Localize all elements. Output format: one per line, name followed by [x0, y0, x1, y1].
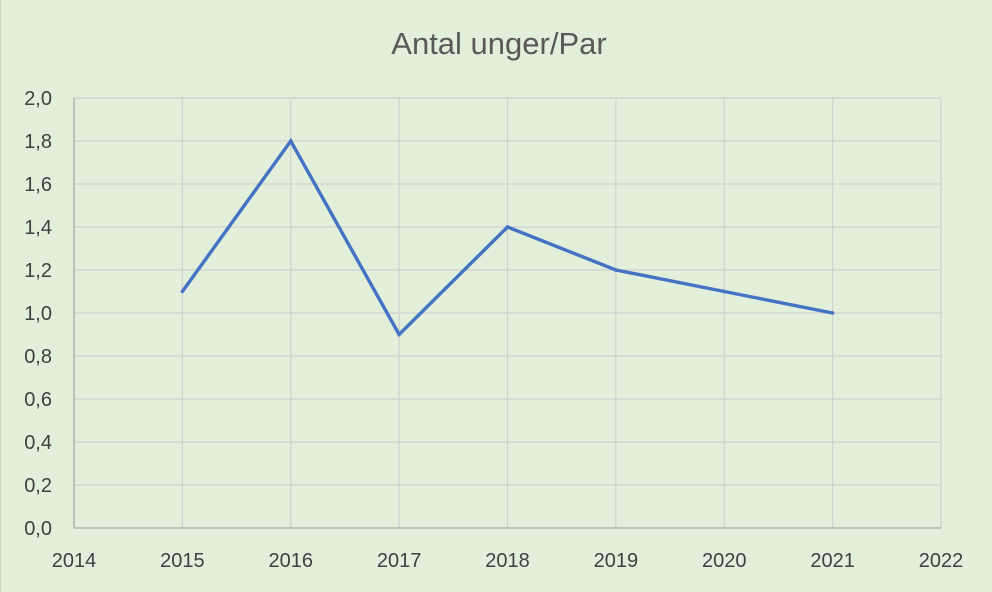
y-tick-label: 1,0: [24, 303, 52, 325]
x-tick-label: 2021: [810, 550, 855, 572]
x-tick-label: 2016: [269, 550, 314, 572]
y-tick-labels: 0,0 0,2 0,4 0,6 0,8 1,0 1,2 1,4 1,6 1,8 2,0: [24, 88, 52, 540]
x-tick-label: 2017: [377, 550, 422, 572]
data-point: [505, 225, 510, 229]
y-tick-label: 1,6: [24, 174, 52, 196]
chart-title: Antal unger/Par: [391, 26, 606, 61]
y-tick-label: 0,6: [24, 389, 52, 411]
x-tick-label: 2020: [702, 550, 747, 572]
data-point: [180, 289, 185, 294]
x-tick-labels: 2014 2015 2016 2017 2018 2019 2020 2021 2022: [52, 550, 964, 572]
x-tick-label: 2014: [52, 550, 97, 572]
axes: [73, 98, 941, 529]
data-point: [397, 332, 401, 337]
data-point: [289, 139, 293, 143]
x-tick-label: 2015: [160, 550, 205, 572]
gridlines: [74, 97, 942, 528]
x-tick-label: 2019: [594, 550, 639, 572]
x-tick-label: 2018: [485, 550, 530, 572]
y-tick-label: 0,4: [24, 432, 52, 454]
data-point: [830, 311, 835, 315]
y-tick-label: 1,2: [24, 260, 52, 282]
y-tick-label: 1,4: [24, 217, 52, 239]
data-point: [722, 289, 726, 294]
x-tick-label: 2022: [919, 550, 964, 572]
y-tick-label: 0,8: [24, 346, 52, 368]
y-tick-label: 2,0: [24, 88, 52, 110]
y-tick-label: 1,8: [24, 131, 52, 153]
y-tick-label: 0,0: [24, 518, 52, 540]
left-edge-border: [0, 0, 1, 592]
data-point: [614, 268, 618, 272]
y-tick-label: 0,2: [24, 475, 52, 497]
series-layer: [180, 137, 835, 338]
